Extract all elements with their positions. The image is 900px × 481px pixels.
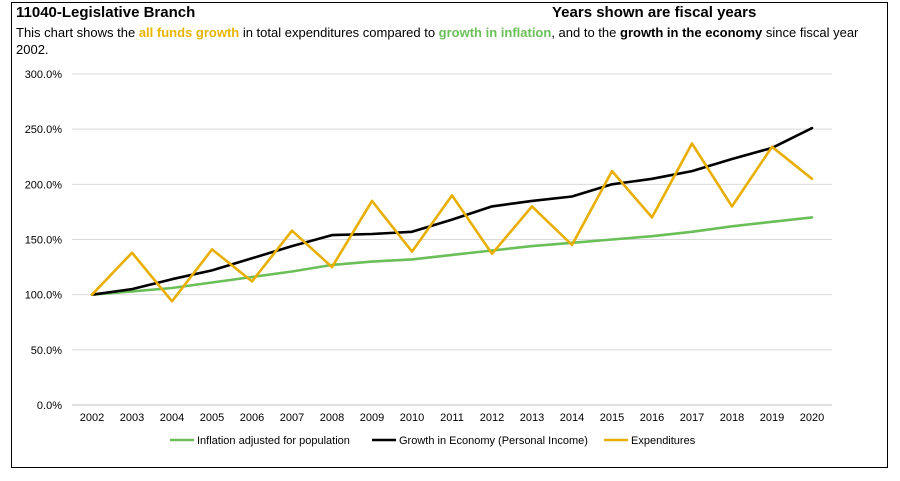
x-tick-label: 2007: [280, 412, 304, 424]
gridlines: [72, 73, 832, 406]
x-tick-label: 2010: [400, 412, 424, 424]
series-line: [90, 142, 814, 303]
series-line: [90, 126, 814, 297]
legend-label: Growth in Economy (Personal Income): [399, 435, 588, 447]
x-tick-label: 2015: [600, 412, 624, 424]
x-tick-label: 2002: [80, 412, 104, 424]
x-tick-label: 2009: [360, 412, 384, 424]
x-tick-label: 2019: [760, 412, 784, 424]
x-tick-label: 2020: [800, 412, 824, 424]
legend-label: Expenditures: [631, 435, 696, 447]
fiscal-years-note: Years shown are fiscal years: [552, 4, 757, 21]
series-lines: [90, 126, 814, 303]
legend: Inflation adjusted for population Growth …: [170, 435, 696, 447]
series-line: [90, 216, 814, 297]
y-tick-label: 300.0%: [25, 69, 63, 81]
desc-highlight-all-funds: all funds growth: [138, 25, 240, 40]
chart-title: 11040-Legislative Branch: [16, 4, 196, 21]
desc-highlight-inflation: growth in inflation: [438, 25, 552, 40]
x-tick-label: 2008: [320, 412, 344, 424]
x-tick-label: 2004: [160, 412, 184, 424]
chart-frame: [11, 2, 888, 468]
x-axis-ticks: 2002 2003 2004 2005 2006 2007 2008 2009 2010 2011…: [80, 412, 824, 424]
x-tick-label: 2003: [120, 412, 144, 424]
desc-part-1: This chart shows the: [16, 25, 139, 40]
x-tick-label: 2013: [520, 412, 544, 424]
x-tick-label: 2012: [480, 412, 504, 424]
x-tick-label: 2011: [440, 412, 464, 424]
desc-highlight-economy: growth in the economy: [620, 25, 763, 40]
y-axis-ticks: 0.0% 50.0% 100.0% 150.0% 200.0% 250.0% 300.0%: [25, 69, 63, 412]
x-tick-label: 2016: [640, 412, 664, 424]
y-tick-label: 0.0%: [37, 400, 62, 412]
y-tick-label: 100.0%: [25, 290, 63, 302]
x-tick-label: 2006: [240, 412, 264, 424]
desc-part-2: in total expenditures compared to: [239, 25, 439, 40]
y-tick-label: 50.0%: [31, 345, 62, 357]
y-tick-label: 150.0%: [25, 235, 63, 247]
y-tick-label: 200.0%: [25, 179, 63, 191]
legend-label: Inflation adjusted for population: [197, 435, 350, 447]
desc-part-3: , and to the: [551, 25, 620, 40]
x-tick-label: 2018: [720, 412, 744, 424]
chart-description: This chart shows the all funds growth in…: [16, 24, 866, 58]
x-tick-label: 2017: [680, 412, 704, 424]
y-tick-label: 250.0%: [25, 124, 63, 136]
x-tick-label: 2014: [560, 412, 584, 424]
desc-part-4: since fiscal year 2002.: [16, 25, 859, 57]
x-tick-label: 2005: [200, 412, 224, 424]
